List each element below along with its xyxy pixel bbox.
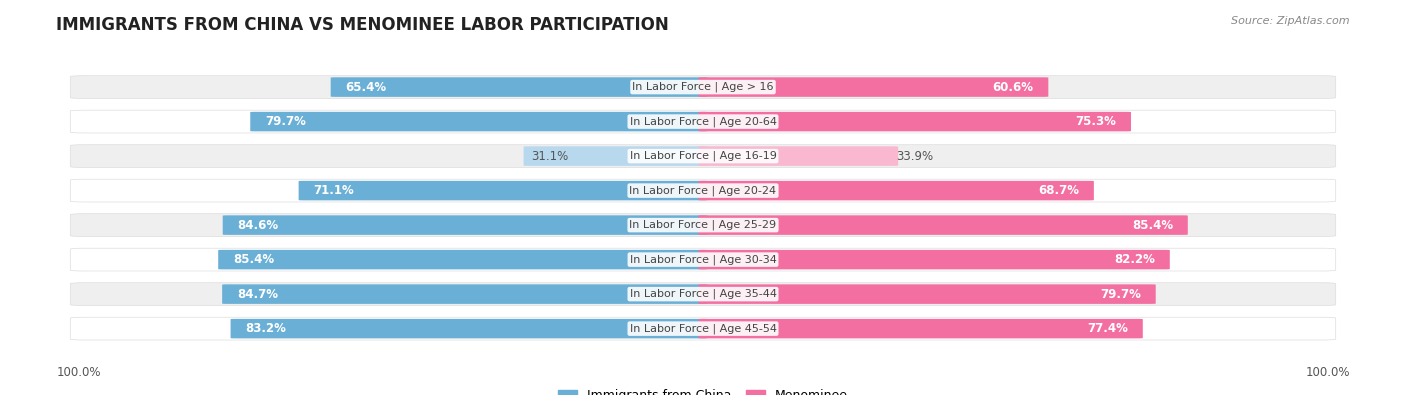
FancyBboxPatch shape [699, 181, 1094, 200]
Text: In Labor Force | Age 45-54: In Labor Force | Age 45-54 [630, 324, 776, 334]
Text: 83.2%: 83.2% [245, 322, 285, 335]
FancyBboxPatch shape [231, 319, 707, 339]
Text: 65.4%: 65.4% [346, 81, 387, 94]
Text: 79.7%: 79.7% [264, 115, 305, 128]
Text: 84.6%: 84.6% [238, 218, 278, 231]
Text: 79.7%: 79.7% [1101, 288, 1142, 301]
FancyBboxPatch shape [699, 77, 1049, 97]
FancyBboxPatch shape [70, 179, 1336, 202]
FancyBboxPatch shape [70, 248, 1336, 271]
Text: 31.1%: 31.1% [531, 150, 568, 163]
Text: In Labor Force | Age 35-44: In Labor Force | Age 35-44 [630, 289, 776, 299]
Text: In Labor Force | Age 16-19: In Labor Force | Age 16-19 [630, 151, 776, 161]
Text: 68.7%: 68.7% [1038, 184, 1080, 197]
Text: Source: ZipAtlas.com: Source: ZipAtlas.com [1232, 16, 1350, 26]
FancyBboxPatch shape [699, 250, 1170, 269]
Text: 85.4%: 85.4% [233, 253, 274, 266]
Text: 75.3%: 75.3% [1076, 115, 1116, 128]
FancyBboxPatch shape [222, 284, 707, 304]
Text: 100.0%: 100.0% [1305, 366, 1350, 379]
Text: 71.1%: 71.1% [314, 184, 354, 197]
FancyBboxPatch shape [699, 146, 898, 166]
FancyBboxPatch shape [699, 215, 1188, 235]
Text: 85.4%: 85.4% [1132, 218, 1173, 231]
Text: In Labor Force | Age 30-34: In Labor Force | Age 30-34 [630, 254, 776, 265]
FancyBboxPatch shape [298, 181, 707, 200]
Text: In Labor Force | Age 20-64: In Labor Force | Age 20-64 [630, 117, 776, 127]
Text: In Labor Force | Age > 16: In Labor Force | Age > 16 [633, 82, 773, 92]
FancyBboxPatch shape [70, 214, 1336, 237]
Text: 60.6%: 60.6% [993, 81, 1033, 94]
FancyBboxPatch shape [222, 215, 707, 235]
FancyBboxPatch shape [250, 112, 707, 132]
FancyBboxPatch shape [699, 319, 1143, 339]
FancyBboxPatch shape [699, 112, 1130, 132]
FancyBboxPatch shape [70, 110, 1336, 133]
FancyBboxPatch shape [70, 283, 1336, 305]
FancyBboxPatch shape [218, 250, 707, 269]
FancyBboxPatch shape [70, 145, 1336, 167]
FancyBboxPatch shape [70, 76, 1336, 98]
Text: 100.0%: 100.0% [56, 366, 101, 379]
FancyBboxPatch shape [523, 146, 707, 166]
Text: 82.2%: 82.2% [1115, 253, 1156, 266]
Legend: Immigrants from China, Menominee: Immigrants from China, Menominee [553, 384, 853, 395]
Text: 84.7%: 84.7% [236, 288, 278, 301]
Text: In Labor Force | Age 20-24: In Labor Force | Age 20-24 [630, 185, 776, 196]
FancyBboxPatch shape [70, 317, 1336, 340]
Text: IMMIGRANTS FROM CHINA VS MENOMINEE LABOR PARTICIPATION: IMMIGRANTS FROM CHINA VS MENOMINEE LABOR… [56, 16, 669, 34]
Text: In Labor Force | Age 25-29: In Labor Force | Age 25-29 [630, 220, 776, 230]
Text: 77.4%: 77.4% [1087, 322, 1128, 335]
FancyBboxPatch shape [330, 77, 707, 97]
Text: 33.9%: 33.9% [897, 150, 934, 163]
FancyBboxPatch shape [699, 284, 1156, 304]
